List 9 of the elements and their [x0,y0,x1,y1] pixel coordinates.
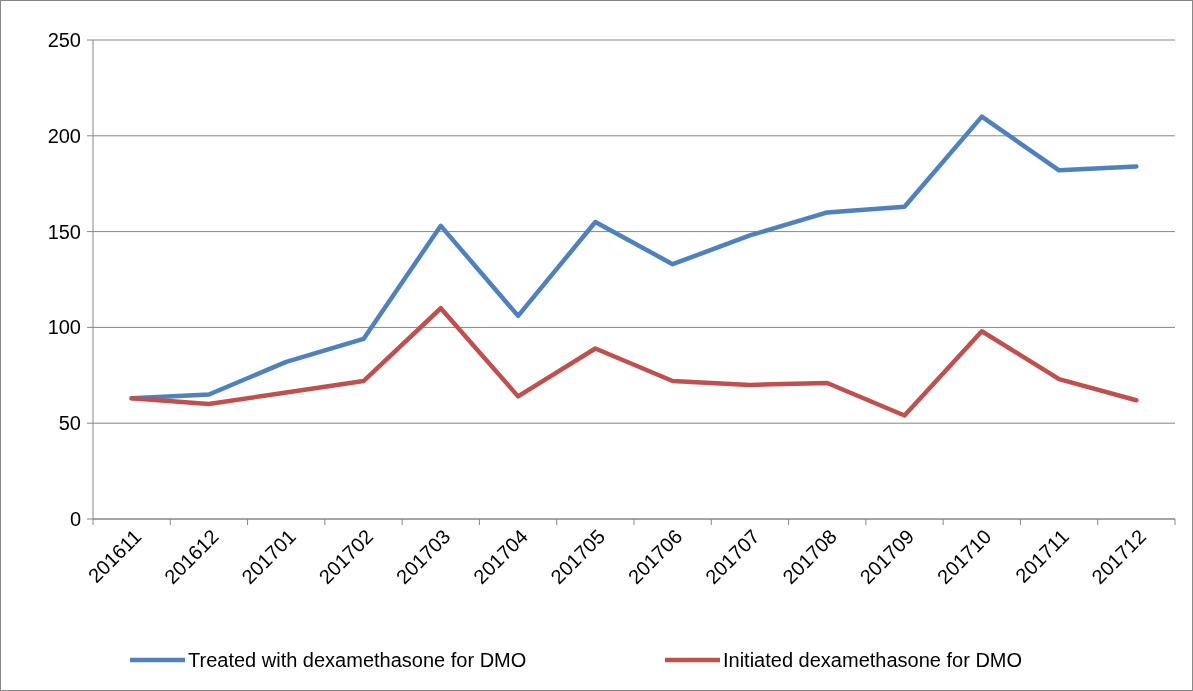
legend-label: Initiated dexamethasone for DMO [723,649,1023,671]
y-tick-label: 100 [47,316,81,339]
y-tick-label: 200 [47,124,81,147]
legend-label: Treated with dexamethasone for DMO [188,649,527,671]
y-tick-label: 0 [69,508,81,530]
y-tick-label: 150 [47,220,81,243]
y-tick-label: 50 [58,412,81,435]
line-series [129,305,1139,418]
y-tick-label: 250 [47,29,81,51]
